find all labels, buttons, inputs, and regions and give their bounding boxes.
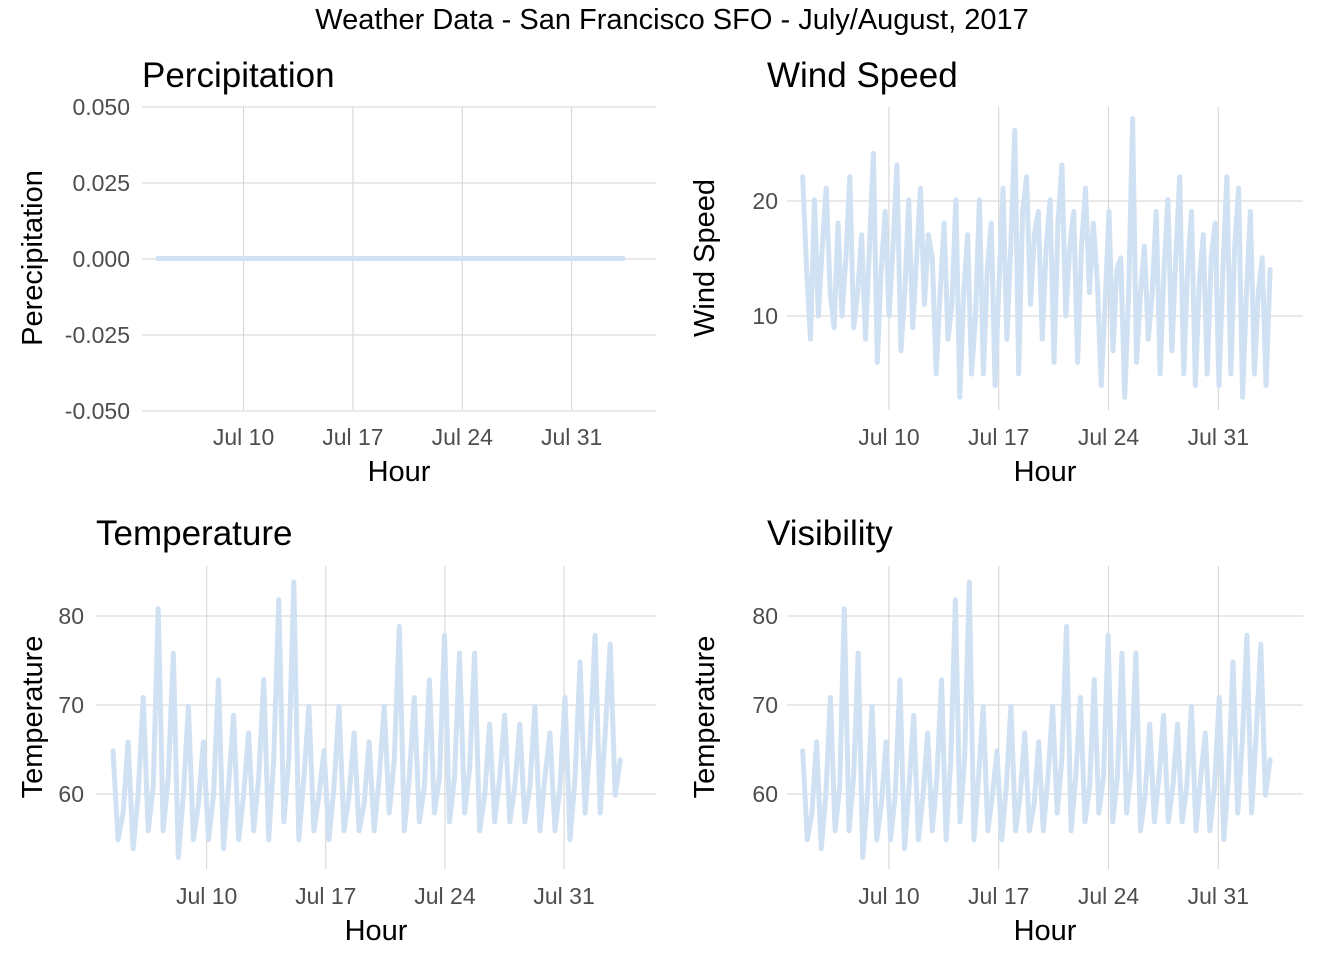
panel1-y-tick-label: 0.025 <box>72 170 130 196</box>
panel1-title: Percipitation <box>142 56 335 95</box>
panel2-x-tick-label: Jul 10 <box>858 424 919 450</box>
panel2-x-axis-title: Hour <box>1014 456 1077 488</box>
panel1-y-axis-title: Perecipitation <box>17 170 49 346</box>
panel1-x-tick-label: Jul 10 <box>213 424 274 450</box>
figure-title: Weather Data - San Francisco SFO - July/… <box>315 4 1029 36</box>
panel1-y-tick-label: 0.000 <box>72 246 130 272</box>
panel3-x-tick-label: Jul 24 <box>414 883 476 909</box>
panel3-y-tick-label: 80 <box>58 603 84 629</box>
panel4-series-line <box>800 579 1273 860</box>
panel4-x-tick-label: Jul 24 <box>1078 883 1140 909</box>
panel3-y-axis-title: Temperature <box>17 636 49 799</box>
panel1-y-tick-label: 0.050 <box>72 94 130 120</box>
panel4-x-axis-title: Hour <box>1014 915 1077 947</box>
panel3-title: Temperature <box>96 514 292 553</box>
panel1-y-tick-label: -0.025 <box>65 322 130 348</box>
panel4-x-tick-label: Jul 10 <box>858 883 919 909</box>
panel3-x-tick-label: Jul 10 <box>176 883 237 909</box>
panel4-y-tick-label: 70 <box>752 692 778 718</box>
panel3-x-axis-title: Hour <box>345 915 408 947</box>
panel4-y-axis-title: Temperature <box>689 636 721 799</box>
panel1-x-tick-label: Jul 24 <box>432 424 494 450</box>
panel1-y-tick-label: -0.050 <box>65 398 130 424</box>
panel2-y-tick-label: 10 <box>752 303 778 329</box>
panel3-y-tick-label: 60 <box>58 781 84 807</box>
panel2-x-tick-label: Jul 31 <box>1188 424 1249 450</box>
panel2-x-tick-label: Jul 24 <box>1078 424 1140 450</box>
panel2-series-line <box>800 116 1273 400</box>
panel4-y-tick-label: 80 <box>752 603 778 629</box>
panel1-x-tick-label: Jul 31 <box>541 424 602 450</box>
panel4-title: Visibility <box>767 514 893 553</box>
panel3-y-tick-label: 70 <box>58 692 84 718</box>
panel3-x-tick-label: Jul 17 <box>295 883 356 909</box>
panel4-x-tick-label: Jul 31 <box>1188 883 1249 909</box>
panel2-y-tick-label: 20 <box>752 188 778 214</box>
panel4-x-tick-label: Jul 17 <box>968 883 1029 909</box>
panel1-x-axis-title: Hour <box>368 456 431 488</box>
panel2-x-tick-label: Jul 17 <box>968 424 1029 450</box>
panel4-y-tick-label: 60 <box>752 781 778 807</box>
panel2-title: Wind Speed <box>767 56 958 95</box>
panel1-x-tick-label: Jul 17 <box>322 424 383 450</box>
panel2-y-axis-title: Wind Speed <box>689 179 721 337</box>
panel3-series-line <box>110 579 623 860</box>
panel3-x-tick-label: Jul 31 <box>533 883 594 909</box>
